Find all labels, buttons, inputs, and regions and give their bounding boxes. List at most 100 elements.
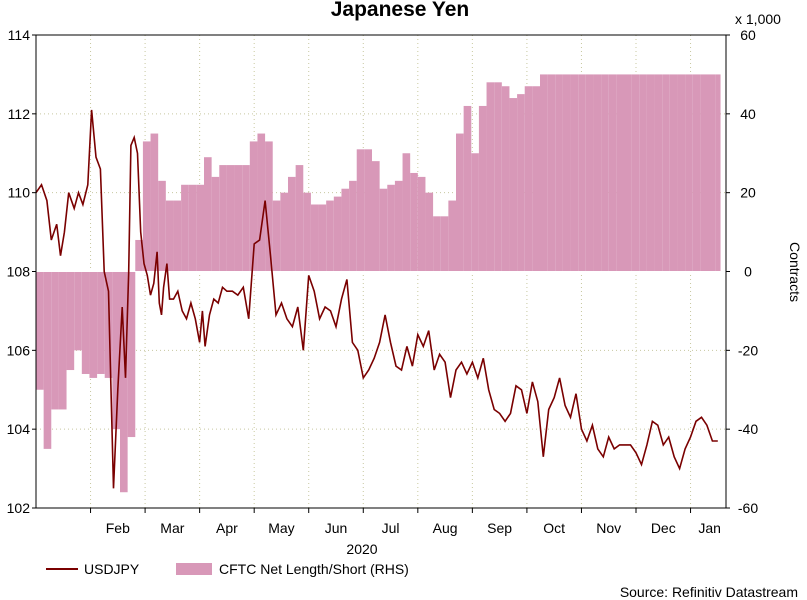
cftc-bar [509, 98, 518, 272]
legend-line-label: USDJPY [84, 561, 140, 577]
cftc-bar [654, 74, 663, 272]
cftc-bar [540, 74, 548, 272]
x-tick-label: Aug [433, 520, 458, 536]
usdjpy-line [35, 109, 718, 489]
cftc-bar [387, 184, 395, 272]
legend-area-swatch [176, 563, 212, 575]
x-tick-label: Jul [382, 520, 400, 536]
left-tick-label: 104 [7, 421, 31, 437]
cftc-area [36, 74, 721, 493]
cftc-bar [715, 74, 721, 272]
right-tick-label: -20 [738, 342, 758, 358]
left-tick-label: 110 [8, 185, 31, 201]
left-tick-label: 114 [8, 27, 31, 43]
right-tick-label: 20 [740, 185, 756, 201]
cftc-bar [295, 165, 304, 272]
right-tick-label: -40 [738, 421, 758, 437]
cftc-bar [440, 216, 449, 272]
cftc-bar [165, 200, 174, 272]
cftc-bar [425, 192, 434, 272]
x-tick-label: Oct [543, 520, 565, 536]
cftc-bar [43, 271, 52, 449]
x-tick-label: Mar [160, 520, 184, 536]
cftc-bar [677, 74, 686, 272]
right-axis-label: Contracts [787, 242, 803, 302]
left-tick-label: 106 [7, 342, 31, 358]
cftc-bar [112, 271, 120, 430]
cftc-bar [662, 74, 670, 272]
right-axis-scale-note: x 1,000 [735, 11, 781, 27]
cftc-bar [303, 192, 311, 272]
cftc-bar [547, 74, 556, 272]
cftc-bar [478, 105, 487, 272]
cftc-bar [341, 188, 350, 272]
right-tick-label: 60 [740, 27, 756, 43]
cftc-bar [211, 176, 220, 272]
legend-area-label: CFTC Net Length/Short (RHS) [219, 561, 409, 577]
cftc-bar [471, 153, 479, 272]
cftc-bar [410, 172, 418, 272]
cftc-bar [700, 74, 708, 272]
cftc-bar [349, 180, 357, 272]
cftc-bar [593, 74, 602, 272]
cftc-bar [585, 74, 594, 272]
cftc-bar [708, 74, 716, 272]
cftc-bar [555, 74, 563, 272]
cftc-bar [463, 105, 472, 272]
cftc-bar [494, 82, 502, 272]
right-tick-label: 40 [740, 106, 756, 122]
cftc-bar [249, 141, 258, 272]
cftc-bar [173, 200, 182, 272]
x-tick-label: Feb [106, 520, 130, 536]
x-tick-label: Sep [487, 520, 512, 536]
cftc-bar [219, 165, 227, 272]
cftc-bar [578, 74, 586, 272]
chart-title: Japanese Yen [331, 0, 470, 21]
cftc-bar [517, 94, 525, 272]
x-tick-label: Jun [325, 520, 348, 536]
cftc-bar [501, 86, 510, 272]
cftc-bar [288, 176, 296, 272]
cftc-bar [265, 141, 273, 272]
cftc-bar [272, 200, 281, 272]
cftc-bar [372, 161, 380, 272]
cftc-bar [318, 204, 327, 272]
cftc-bar [142, 141, 151, 272]
cftc-bar [66, 271, 75, 371]
cftc-bar [616, 74, 624, 272]
cftc-bar [74, 271, 82, 351]
cftc-bar [524, 86, 533, 272]
cftc-bar [417, 176, 426, 272]
cftc-bar [631, 74, 640, 272]
cftc-bar [448, 200, 456, 272]
x-tick-label: Nov [596, 520, 621, 536]
source-note: Source: Refinitiv Datastream [620, 584, 798, 600]
cftc-bar [562, 74, 571, 272]
cftc-bar [135, 239, 143, 272]
cftc-bar [51, 271, 59, 410]
legend: USDJPY CFTC Net Length/Short (RHS) [46, 561, 409, 577]
cftc-bar [364, 149, 372, 272]
cftc-bar [58, 271, 67, 410]
x-axis: Feb Mar Apr May Jun Jul Aug Sep Oct Nov Dec Jan [90, 508, 721, 536]
cftc-bar [692, 74, 701, 272]
cftc-bar [81, 271, 90, 374]
cftc-bar [356, 149, 365, 272]
cftc-bar [36, 271, 44, 390]
cftc-bar [150, 133, 159, 272]
right-axis: -60 -40 -20 0 20 40 60 [726, 27, 758, 516]
cftc-bar [204, 157, 212, 272]
cftc-bar [310, 204, 319, 272]
x-tick-label: May [268, 520, 294, 536]
cftc-bar [97, 271, 105, 374]
cftc-bar [188, 184, 197, 272]
left-axis: 102 104 106 108 110 112 114 [7, 27, 36, 516]
cftc-bar [104, 271, 113, 378]
cftc-bar [402, 153, 411, 272]
cftc-bar [326, 200, 334, 272]
cftc-bar [433, 216, 441, 272]
cftc-bar [608, 74, 617, 272]
cftc-bar [158, 180, 166, 272]
left-tick-label: 112 [8, 106, 31, 122]
